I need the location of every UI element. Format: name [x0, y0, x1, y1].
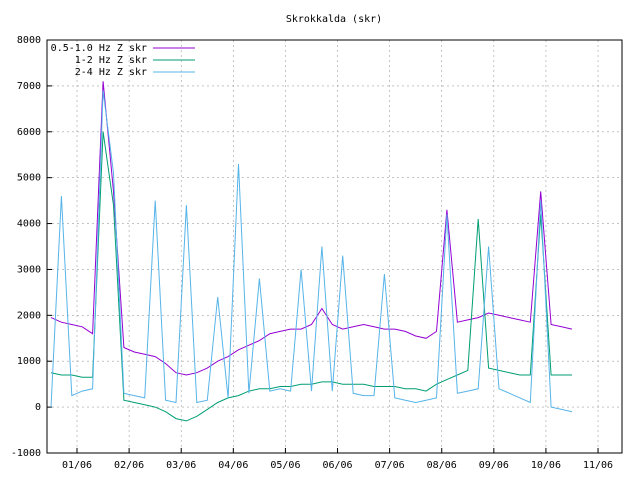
x-tick-label: 06/06: [322, 460, 352, 471]
y-tick-label: 4000: [17, 219, 41, 230]
y-tick-label: 6000: [17, 127, 41, 138]
y-tick-label: 1000: [17, 356, 41, 367]
y-tick-label: 3000: [17, 264, 41, 275]
data-line: [50, 90, 573, 413]
y-tick-label: -1000: [11, 448, 41, 459]
chart-title: Skrokkalda (skr): [286, 14, 382, 25]
x-tick-label: 09/06: [479, 460, 509, 471]
x-tick-label: 04/06: [218, 460, 248, 471]
x-tick-label: 11/06: [583, 460, 613, 471]
x-tick-label: 03/06: [166, 460, 196, 471]
x-tick-label: 01/06: [62, 460, 92, 471]
legend-label: 0.5-1.0 Hz Z skr: [51, 43, 147, 54]
legend-label: 2-4 Hz Z skr: [75, 67, 147, 78]
plot-border: [46, 39, 623, 454]
x-tick-label: 02/06: [114, 460, 144, 471]
y-tick-label: 8000: [17, 35, 41, 46]
y-tick-label: 5000: [17, 173, 41, 184]
y-tick-label: 0: [35, 402, 41, 413]
y-tick-label: 2000: [17, 310, 41, 321]
y-tick-label: 7000: [17, 81, 41, 92]
x-tick-label: 08/06: [427, 460, 457, 471]
x-tick-label: 07/06: [375, 460, 405, 471]
legend-label: 1-2 Hz Z skr: [75, 55, 147, 66]
x-tick-label: 05/06: [270, 460, 300, 471]
x-tick-label: 10/06: [531, 460, 561, 471]
